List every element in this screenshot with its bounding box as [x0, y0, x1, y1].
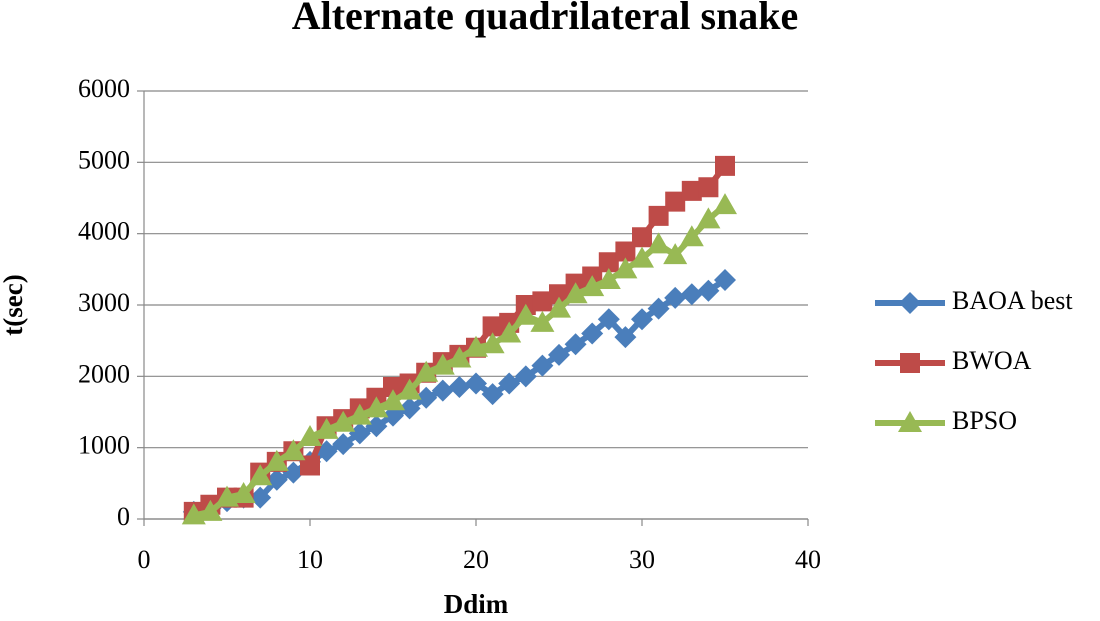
- marker: [631, 308, 653, 331]
- marker: [596, 268, 621, 290]
- marker: [415, 386, 438, 409]
- marker: [414, 360, 439, 382]
- marker: [697, 279, 720, 302]
- marker: [300, 455, 320, 476]
- marker: [530, 310, 555, 332]
- marker: [632, 227, 652, 248]
- legend-label: BWOA: [952, 346, 1032, 375]
- marker: [547, 296, 571, 318]
- marker: [615, 241, 636, 262]
- marker: [563, 282, 588, 304]
- marker: [899, 292, 921, 314]
- marker: [598, 252, 619, 273]
- marker: [447, 346, 472, 368]
- marker: [664, 286, 687, 309]
- marker: [331, 410, 356, 432]
- marker: [383, 377, 403, 398]
- marker: [498, 372, 521, 395]
- marker: [398, 397, 421, 420]
- marker: [713, 193, 737, 215]
- y-tick-label: 5000: [78, 145, 130, 174]
- marker: [348, 422, 371, 445]
- y-axis-label: t(sec): [0, 274, 28, 335]
- legend-label: BPSO: [952, 406, 1017, 435]
- marker: [548, 343, 570, 366]
- marker: [630, 246, 654, 268]
- marker: [646, 232, 671, 254]
- x-tick-label: 20: [463, 545, 489, 574]
- marker: [480, 332, 505, 354]
- marker: [900, 353, 920, 373]
- x-tick-label: 40: [795, 545, 821, 574]
- marker: [282, 461, 305, 484]
- marker: [680, 283, 703, 306]
- marker: [898, 411, 922, 432]
- marker: [531, 354, 554, 377]
- marker: [431, 379, 454, 402]
- marker: [514, 365, 537, 388]
- marker: [365, 415, 388, 438]
- marker: [665, 191, 686, 212]
- marker: [715, 155, 735, 176]
- y-tick-label: 4000: [78, 217, 130, 246]
- marker: [648, 205, 669, 226]
- marker: [513, 303, 538, 325]
- y-tick-label: 3000: [78, 288, 130, 317]
- marker: [647, 297, 670, 320]
- marker: [679, 225, 704, 247]
- marker: [564, 333, 587, 356]
- marker: [597, 308, 620, 331]
- marker: [714, 269, 736, 292]
- chart-title: Alternate quadrilateral snake: [292, 0, 799, 38]
- marker: [231, 482, 256, 504]
- y-tick-label: 0: [117, 502, 130, 531]
- marker: [681, 180, 702, 201]
- marker: [397, 378, 422, 400]
- marker: [264, 449, 289, 471]
- marker: [481, 383, 504, 406]
- marker: [248, 464, 273, 486]
- marker: [448, 376, 471, 399]
- marker: [696, 207, 721, 229]
- x-tick-label: 30: [629, 545, 655, 574]
- y-tick-label: 2000: [78, 359, 130, 388]
- marker: [580, 275, 605, 297]
- x-axis-label: Ddim: [444, 589, 509, 619]
- marker: [347, 403, 372, 425]
- marker: [430, 353, 455, 375]
- legend-label: BAOA best: [952, 286, 1073, 315]
- y-tick-label: 6000: [78, 74, 130, 103]
- marker: [364, 396, 389, 418]
- marker: [497, 321, 522, 343]
- marker: [381, 389, 405, 411]
- marker: [482, 316, 503, 337]
- marker: [581, 322, 604, 345]
- marker: [265, 468, 288, 491]
- marker: [298, 424, 322, 446]
- marker: [532, 291, 553, 312]
- marker: [549, 284, 569, 305]
- y-tick-label: 1000: [78, 431, 130, 460]
- marker: [698, 177, 719, 198]
- marker: [614, 326, 637, 349]
- marker: [249, 486, 272, 509]
- marker: [663, 243, 688, 265]
- x-tick-label: 0: [138, 545, 151, 574]
- marker: [198, 499, 223, 521]
- marker: [314, 417, 339, 439]
- marker: [465, 372, 487, 395]
- marker: [613, 257, 638, 279]
- marker: [281, 439, 306, 461]
- x-tick-label: 10: [297, 545, 323, 574]
